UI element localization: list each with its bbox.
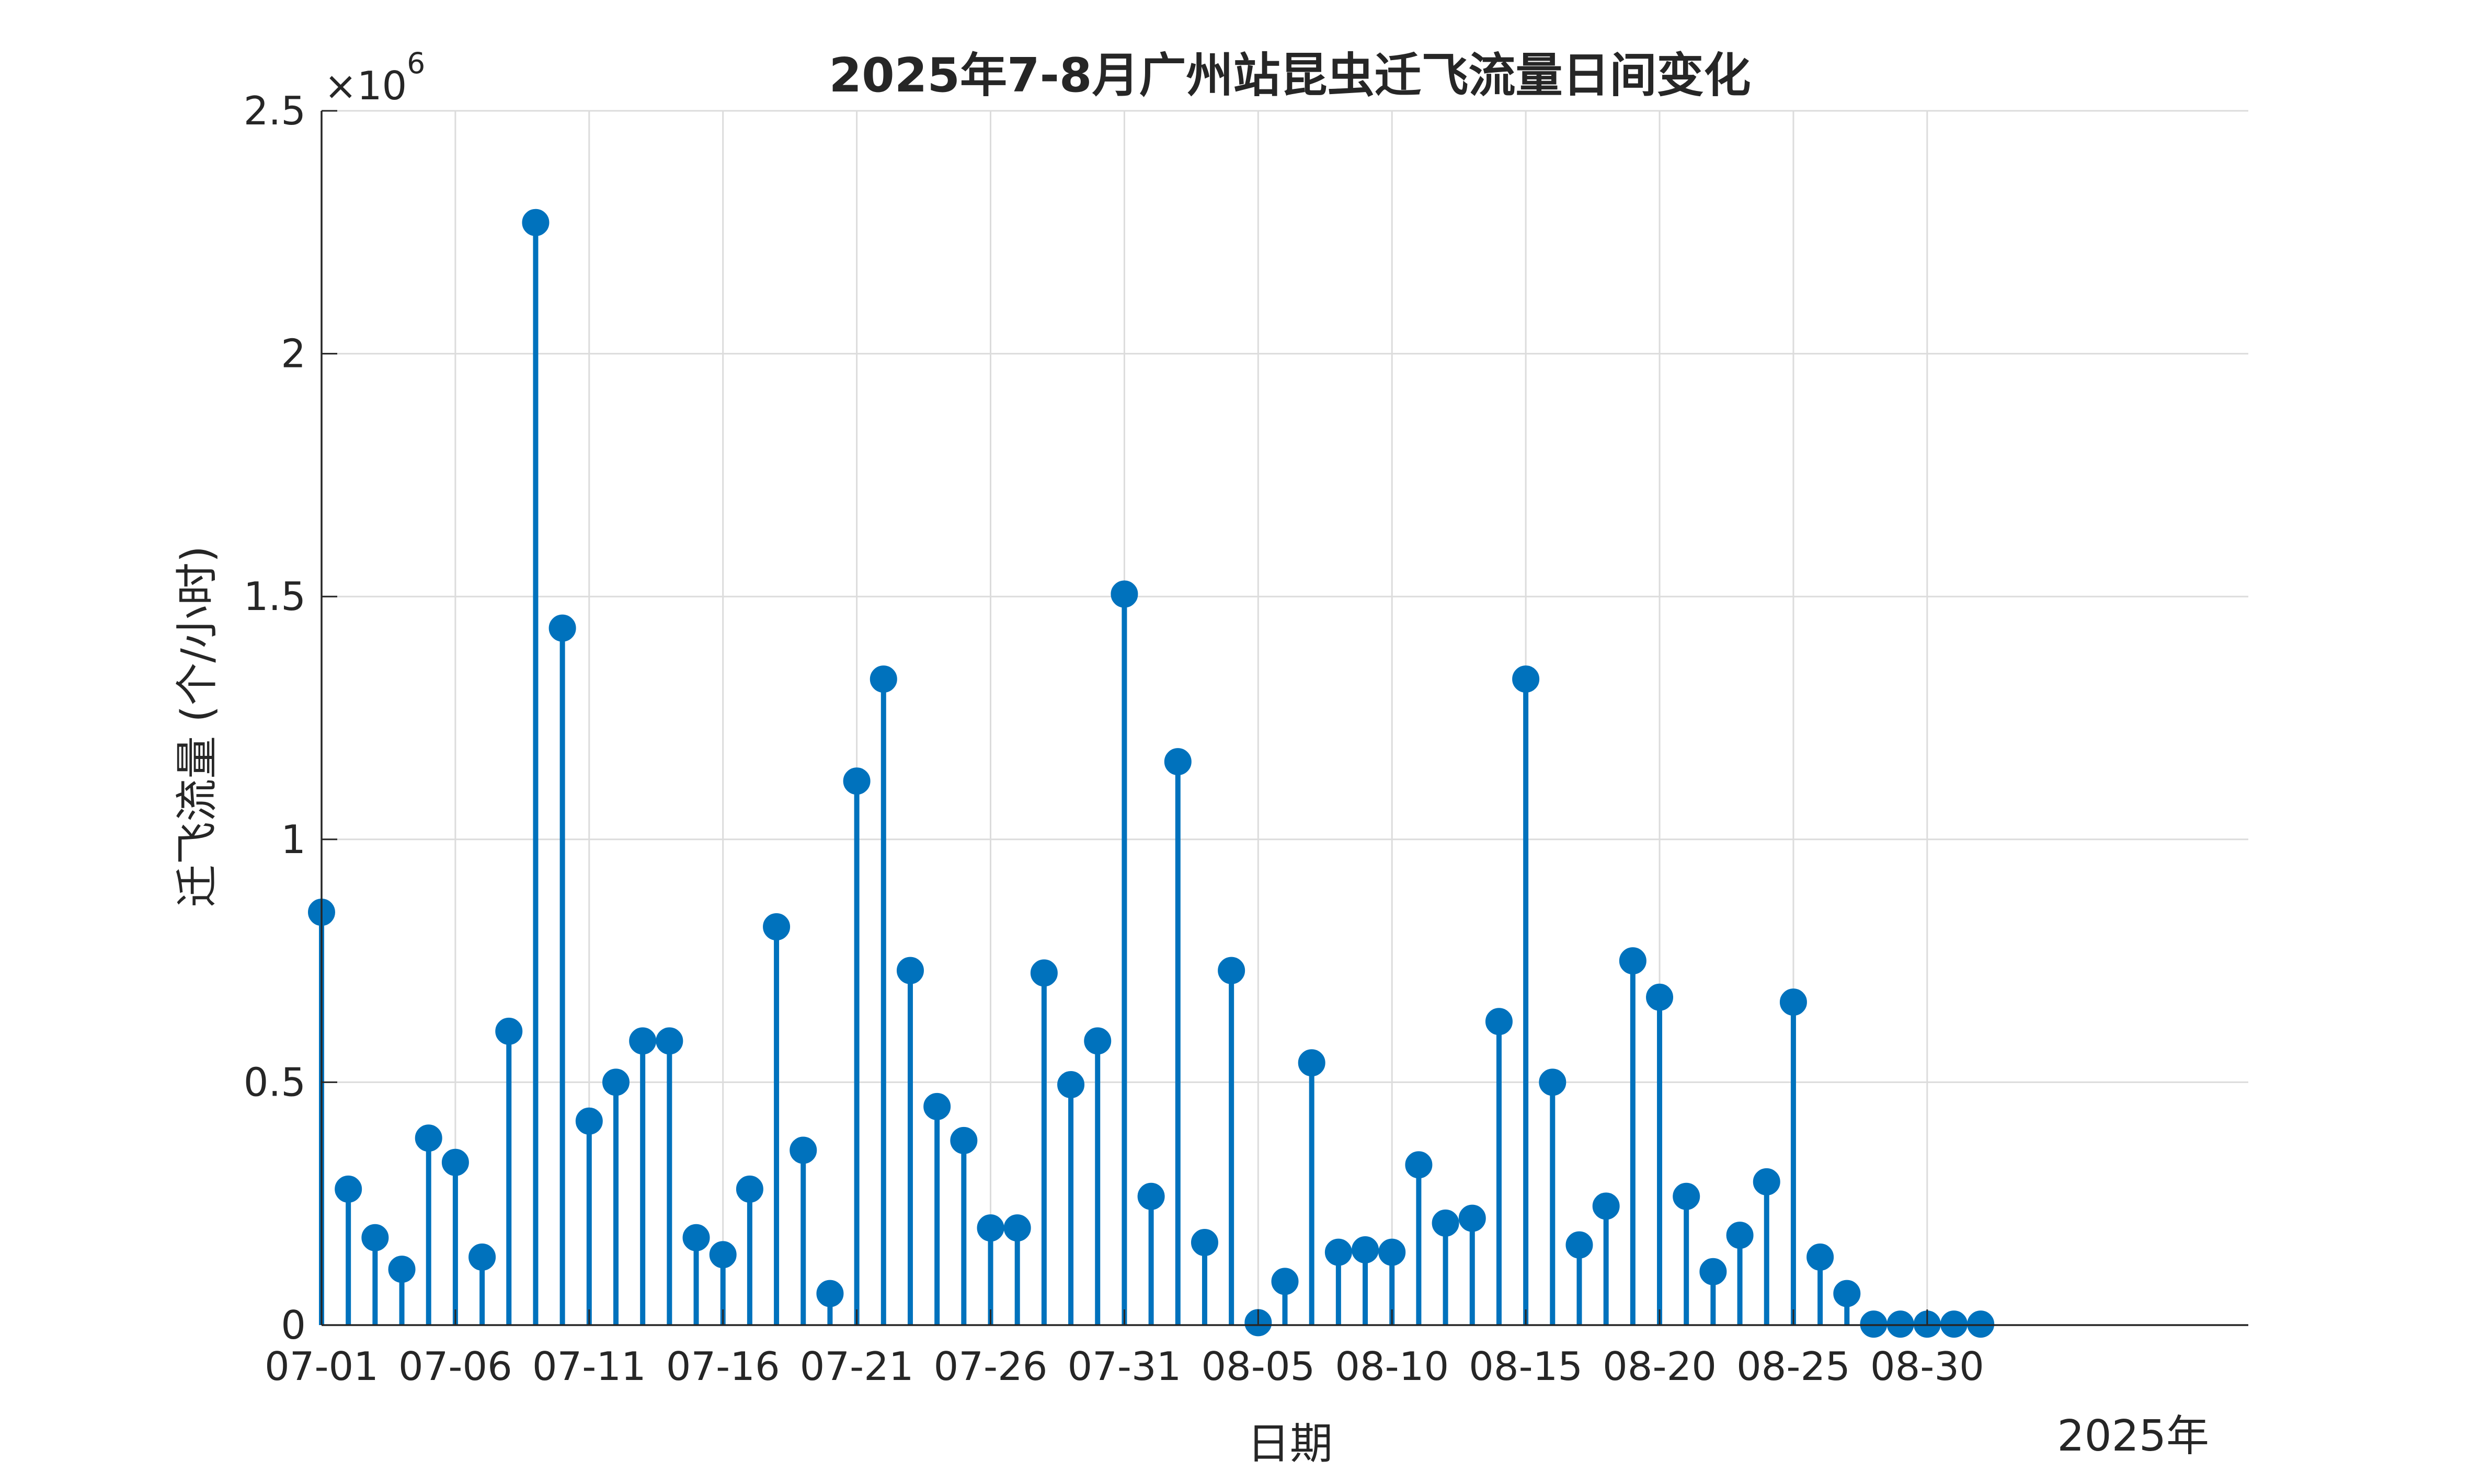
stem-marker bbox=[1298, 1049, 1325, 1077]
stem-marker bbox=[1084, 1027, 1112, 1055]
stem-marker bbox=[575, 1107, 603, 1135]
stem-marker bbox=[495, 1017, 523, 1045]
stem-marker bbox=[1726, 1222, 1754, 1249]
stem-marker bbox=[1432, 1209, 1459, 1237]
stem-marker bbox=[736, 1175, 763, 1203]
x-axis-year-label: 2025年 bbox=[2057, 1411, 2209, 1461]
x-tick-label: 08-30 bbox=[1870, 1343, 1984, 1389]
x-tick-label: 07-16 bbox=[666, 1343, 780, 1389]
stem-marker bbox=[629, 1027, 657, 1055]
x-tick-label: 07-31 bbox=[1067, 1343, 1181, 1389]
y-tick-label: 1.5 bbox=[244, 573, 306, 619]
x-tick-label: 07-26 bbox=[934, 1343, 1048, 1389]
stem-marker bbox=[1324, 1238, 1352, 1266]
x-tick-label: 07-01 bbox=[265, 1343, 379, 1389]
stem-marker bbox=[522, 209, 550, 236]
stem-marker bbox=[896, 957, 924, 984]
stem-marker bbox=[1699, 1258, 1727, 1285]
stem-marker bbox=[1111, 580, 1138, 608]
stem-marker bbox=[763, 913, 791, 941]
stem-marker bbox=[1271, 1268, 1299, 1295]
stem-marker bbox=[1619, 947, 1646, 975]
y-axis-label: 迁飞流量 (个/小时) bbox=[173, 546, 222, 907]
x-tick-label: 07-11 bbox=[532, 1343, 646, 1389]
stem-marker bbox=[1164, 748, 1192, 776]
stem-marker bbox=[816, 1280, 844, 1307]
stem-marker bbox=[1485, 1008, 1513, 1036]
stem-marker bbox=[361, 1224, 389, 1251]
x-tick-label: 08-15 bbox=[1469, 1343, 1583, 1389]
y-exponent-power: 6 bbox=[407, 47, 425, 80]
stem-marker bbox=[602, 1068, 630, 1096]
y-tick-label: 0.5 bbox=[244, 1059, 306, 1105]
x-tick-label: 08-10 bbox=[1335, 1343, 1449, 1389]
stem-marker bbox=[1030, 959, 1058, 987]
stem-marker bbox=[1137, 1182, 1165, 1210]
stem-marker bbox=[790, 1136, 817, 1164]
y-tick-label: 2.5 bbox=[244, 88, 306, 134]
data-series bbox=[308, 209, 1995, 1338]
stem-marker bbox=[923, 1092, 951, 1120]
x-tick-label: 07-06 bbox=[398, 1343, 512, 1389]
stem-marker bbox=[548, 614, 576, 642]
stem-marker bbox=[1967, 1310, 1995, 1338]
text-labels: 0 0.5 1 1.5 2 2.5 07-01 07-06 07-11 07-16 07-21 07-… bbox=[244, 88, 1984, 1389]
chart-title: 2025年7-8月广州站昆虫迁飞流量日间变化 bbox=[829, 48, 1751, 103]
stem-marker bbox=[843, 767, 871, 795]
stem-marker bbox=[1218, 957, 1245, 984]
y-axis-exponent: ×106 bbox=[324, 47, 425, 109]
stem-marker bbox=[1779, 988, 1807, 1016]
x-tick-label: 08-20 bbox=[1603, 1343, 1717, 1389]
stem-marker bbox=[1646, 983, 1674, 1011]
stem-marker bbox=[1940, 1310, 1968, 1338]
stem-marker bbox=[1806, 1243, 1834, 1271]
stem-marker bbox=[1886, 1310, 1914, 1338]
stem-marker bbox=[1833, 1280, 1861, 1307]
y-tick-label: 2 bbox=[281, 331, 306, 377]
stem-marker bbox=[1539, 1068, 1566, 1096]
stem-marker bbox=[977, 1214, 1004, 1242]
stem-marker bbox=[656, 1027, 683, 1055]
stem-marker bbox=[1565, 1231, 1593, 1259]
stem-marker bbox=[415, 1124, 442, 1152]
stem-marker bbox=[468, 1243, 496, 1271]
stem-marker bbox=[335, 1175, 362, 1203]
stem-marker bbox=[682, 1224, 710, 1251]
stem-marker bbox=[709, 1241, 737, 1269]
stem-marker bbox=[1057, 1071, 1085, 1099]
x-tick-label: 08-25 bbox=[1736, 1343, 1850, 1389]
stem-marker bbox=[1191, 1229, 1218, 1257]
x-tick-label: 08-05 bbox=[1201, 1343, 1315, 1389]
axes bbox=[321, 110, 2248, 1326]
y-tick-label: 1 bbox=[281, 816, 306, 862]
x-axis-label: 日期 bbox=[1247, 1419, 1333, 1469]
stem-marker bbox=[1673, 1182, 1700, 1210]
stem-marker bbox=[950, 1126, 978, 1154]
y-tick-label: 0 bbox=[281, 1302, 306, 1348]
stem-marker bbox=[870, 665, 897, 693]
stem-marker bbox=[1458, 1204, 1486, 1232]
stem-marker bbox=[1378, 1238, 1406, 1266]
stem-marker bbox=[1753, 1168, 1780, 1195]
stem-marker bbox=[1405, 1151, 1433, 1179]
stem-marker bbox=[1512, 665, 1540, 693]
stem-marker bbox=[1352, 1236, 1379, 1263]
stem-marker bbox=[1860, 1310, 1888, 1338]
stem-marker bbox=[388, 1256, 416, 1283]
x-tick-label: 07-21 bbox=[800, 1343, 914, 1389]
stem-marker bbox=[1592, 1192, 1620, 1220]
stem-marker bbox=[441, 1148, 469, 1176]
stem-marker bbox=[1003, 1214, 1031, 1242]
y-exponent-base: ×10 bbox=[324, 63, 407, 109]
